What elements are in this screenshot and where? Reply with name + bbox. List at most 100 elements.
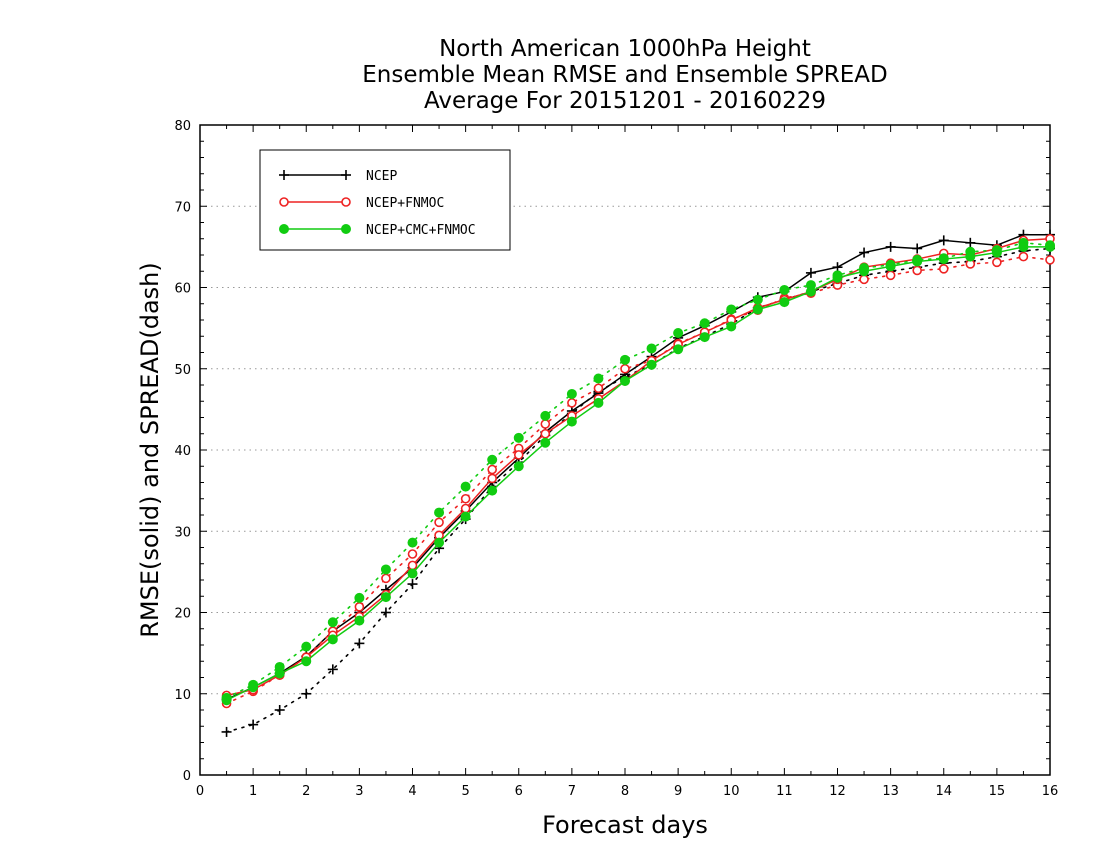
spread-point	[407, 579, 418, 590]
rmse-point	[912, 256, 923, 267]
x-axis-title: Forecast days	[542, 811, 708, 839]
x-tick-label: 0	[196, 784, 204, 799]
rmse-point	[912, 243, 923, 254]
rmse-point	[407, 560, 418, 571]
rmse-point	[805, 267, 816, 278]
spread-point	[460, 493, 471, 504]
rmse-point	[938, 235, 949, 246]
rmse-point	[513, 461, 524, 472]
x-tick-label: 10	[723, 784, 740, 799]
rmse-point	[991, 247, 1002, 258]
legend-item-ncep: NCEP	[279, 169, 397, 184]
x-tick-label: 6	[515, 784, 523, 799]
rmse-point	[726, 321, 737, 332]
spread-point	[487, 454, 498, 465]
spread-line-ncep	[225, 247, 1051, 733]
spread-point	[593, 383, 604, 394]
y-tick-label: 0	[183, 769, 191, 784]
rmse-point	[327, 634, 338, 645]
spread-point	[407, 549, 418, 559]
legend-item-ncep-cmc-fnmoc: NCEP+CMC+FNMOC	[279, 223, 476, 238]
rmse-point	[487, 485, 498, 496]
spread-point	[673, 328, 684, 338]
spread-point	[301, 688, 312, 699]
rmse-point	[407, 568, 418, 579]
chart-title-line-2: Ensemble Mean RMSE and Ensemble SPREAD	[362, 62, 888, 88]
series-ncep	[221, 229, 1055, 737]
legend-item-ncep-fnmoc: NCEP+FNMOC	[279, 196, 444, 211]
y-tick-label: 60	[174, 282, 191, 297]
x-tick-label: 16	[1042, 784, 1059, 799]
x-tick-label: 9	[674, 784, 682, 799]
spread-point	[938, 264, 949, 274]
x-tick-label: 2	[302, 784, 310, 799]
spread-point	[354, 602, 365, 612]
y-tick-label: 40	[174, 444, 191, 459]
legend-marker	[279, 197, 289, 207]
legend-marker	[279, 170, 289, 180]
spread-point	[859, 274, 869, 285]
rmse-point	[965, 237, 976, 248]
spread-point	[248, 719, 259, 730]
spread-point	[327, 617, 338, 628]
rmse-point	[673, 344, 684, 355]
spread-point	[726, 304, 737, 315]
spread-point	[327, 664, 338, 675]
spread-point	[380, 564, 391, 575]
rmse-point	[965, 251, 976, 262]
x-tick-label: 11	[776, 784, 793, 799]
legend-marker	[341, 197, 351, 207]
y-tick-label: 30	[174, 525, 191, 540]
rmse-point	[805, 286, 816, 297]
rmse-point	[274, 668, 285, 679]
spread-point	[620, 363, 630, 374]
spread-point	[221, 726, 232, 737]
rmse-point	[859, 247, 870, 258]
spread-point	[992, 257, 1002, 268]
series-ncep-fnmoc	[221, 233, 1055, 709]
spread-point	[912, 265, 922, 276]
rmse-point	[1018, 241, 1029, 252]
rmse-point	[354, 615, 365, 626]
spread-point	[752, 294, 763, 305]
x-tick-label: 8	[621, 784, 629, 799]
chart-title-line-1: North American 1000hPa Height	[439, 36, 811, 62]
rmse-point	[434, 537, 445, 548]
series-ncep-cmc-fnmoc	[221, 237, 1055, 706]
spread-point	[567, 398, 577, 408]
legend-label: NCEP+CMC+FNMOC	[366, 223, 476, 238]
spread-point	[354, 638, 365, 649]
spread-point	[487, 464, 497, 475]
rmse-point	[699, 332, 710, 343]
spread-point	[699, 318, 710, 329]
spread-point	[566, 388, 577, 399]
rmse-point	[221, 695, 232, 706]
rmse-point	[540, 437, 551, 448]
legend-marker	[279, 224, 289, 234]
rmse-point	[380, 592, 391, 603]
spread-point	[513, 432, 524, 443]
rmse-point	[1045, 241, 1055, 252]
rmse-point	[885, 261, 896, 272]
rmse-point	[752, 304, 763, 315]
x-tick-label: 4	[408, 784, 416, 799]
rmse-point	[593, 397, 604, 408]
rmse-point	[513, 450, 524, 460]
rmse-point	[779, 297, 790, 308]
y-tick-label: 70	[174, 200, 191, 215]
rmse-line-ncep-cmc-fnmoc	[226, 246, 1050, 701]
rmse-line-ncep	[226, 233, 1050, 701]
rmse-point	[460, 511, 471, 522]
y-axis-title: RMSE(solid) and SPREAD(dash)	[136, 262, 164, 638]
legend-marker	[341, 170, 351, 180]
x-tick-label: 15	[989, 784, 1006, 799]
legend-label: NCEP+FNMOC	[366, 196, 444, 211]
rmse-point	[938, 254, 949, 265]
spread-line-ncep-fnmoc	[225, 255, 1051, 705]
spread-point	[593, 373, 604, 384]
rmse-point	[248, 682, 259, 693]
y-tick-label: 10	[174, 688, 191, 703]
spread-point	[274, 705, 285, 715]
legend-label: NCEP	[366, 169, 397, 184]
spread-point	[381, 573, 391, 584]
